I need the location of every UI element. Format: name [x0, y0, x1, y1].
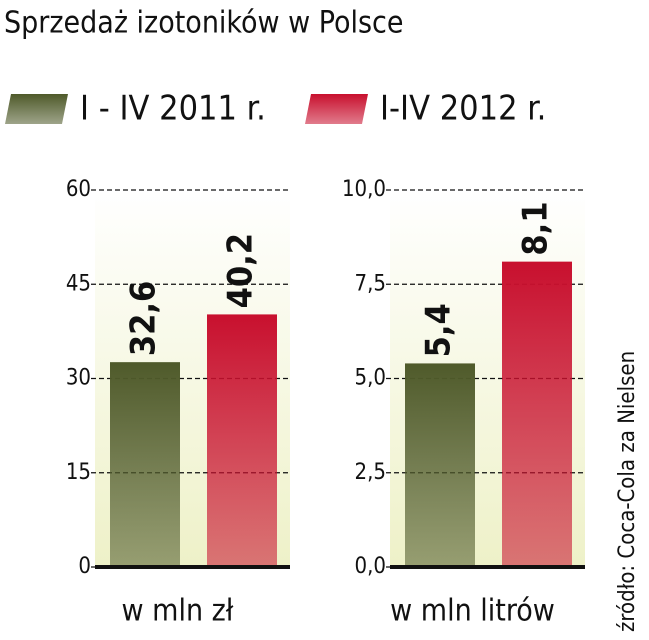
legend-label: I - IV 2011 r.: [80, 89, 266, 129]
y-tick-label: 10,0: [342, 177, 386, 202]
y-tick-label: 30: [66, 366, 91, 391]
y-tick-label: 7,5: [355, 271, 386, 296]
bar: [207, 314, 277, 567]
legend-swatch: [305, 94, 368, 124]
y-tick-label: 0: [78, 554, 91, 579]
y-tick-label: 2,5: [355, 460, 386, 485]
bar: [110, 362, 180, 567]
y-tick-label: 60: [66, 177, 91, 202]
value-label: 32,6: [124, 281, 164, 356]
y-tick-label: 0,0: [355, 554, 386, 579]
bar: [502, 261, 572, 567]
source: źródło: Coca-Cola za Nielsen: [615, 351, 640, 632]
value-label: 40,2: [221, 233, 261, 308]
x-axis-label: w mln litrów: [390, 594, 555, 629]
y-tick-label: 5,0: [355, 366, 386, 391]
legend-label: I-IV 2012 r.: [380, 89, 546, 129]
value-label: 5,4: [419, 303, 459, 357]
y-tick-label: 45: [66, 271, 91, 296]
legend-swatch: [5, 94, 68, 124]
bar: [405, 363, 475, 567]
title: Sprzedaż izotoników w Polsce: [4, 6, 404, 41]
x-axis-label: w mln zł: [122, 594, 234, 629]
y-tick-label: 15: [66, 460, 91, 485]
value-label: 8,1: [516, 201, 556, 255]
